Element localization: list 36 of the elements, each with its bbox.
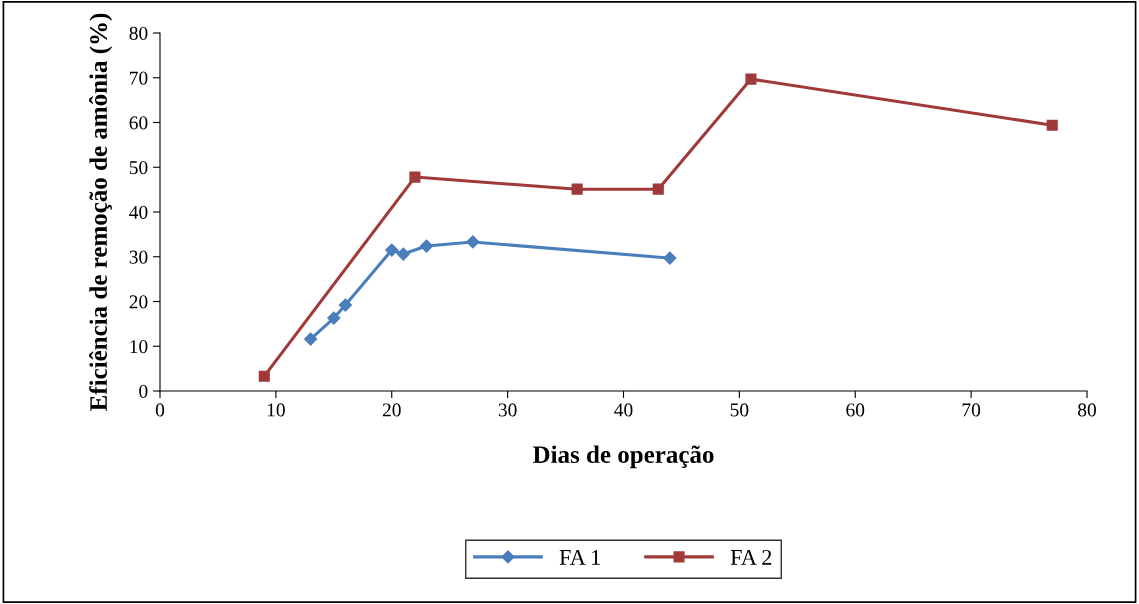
y-tick-label: 0 <box>139 384 148 398</box>
point <box>652 183 664 195</box>
point <box>466 235 480 249</box>
point <box>571 183 583 195</box>
x-tick-label: 60 <box>846 403 865 417</box>
y-tick-label: 80 <box>129 26 148 40</box>
x-tick-label: 20 <box>382 403 401 417</box>
point <box>258 370 270 382</box>
x-tick-label: 40 <box>614 403 633 417</box>
y-tick-label: 20 <box>129 295 148 309</box>
x-tick-label: 10 <box>267 403 285 417</box>
y-axis-title: Eficiência de remoção de amônia (%) <box>89 13 113 411</box>
x-tick-label: 50 <box>730 403 749 417</box>
point <box>385 243 399 257</box>
point <box>745 73 757 85</box>
x-tick-label: 0 <box>155 403 165 417</box>
point <box>663 251 677 265</box>
point <box>396 247 410 261</box>
y-tick-label: 70 <box>130 71 148 85</box>
x-tick-label: 30 <box>498 403 517 417</box>
point <box>327 311 341 325</box>
y-tick-label: 10 <box>130 340 148 354</box>
y-tick-label: 50 <box>129 161 148 175</box>
point <box>419 239 434 253</box>
y-tick-label: 30 <box>129 250 148 264</box>
x-tick-label: 80 <box>1078 403 1096 417</box>
legend-label: FA 2 <box>730 549 772 565</box>
legend-label: FA 1 <box>559 550 600 565</box>
point <box>338 298 352 312</box>
point <box>304 332 318 346</box>
x-axis-title: Dias de operação <box>532 445 714 469</box>
y-tick-label: 40 <box>129 205 148 219</box>
y-tick-label: 60 <box>129 116 148 130</box>
point <box>409 171 421 183</box>
x-tick-label: 70 <box>962 403 981 417</box>
point <box>1046 119 1058 131</box>
